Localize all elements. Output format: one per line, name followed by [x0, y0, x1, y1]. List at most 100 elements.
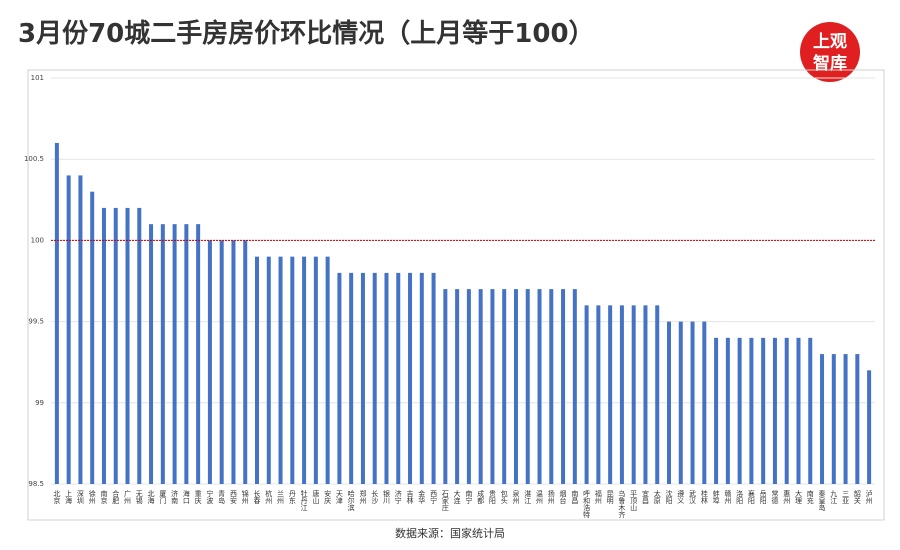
x-tick-label: 青岛: [218, 489, 226, 505]
bar: [455, 289, 460, 484]
bar: [772, 337, 777, 484]
bar: [207, 240, 212, 484]
chart-title: 3月份70城二手房房价环比情况（上月等于100）: [18, 18, 595, 49]
bar: [490, 289, 495, 484]
x-tick-label: 天津: [335, 490, 343, 505]
bar: [725, 337, 730, 484]
bar: [243, 240, 248, 484]
bar: [302, 256, 307, 484]
logo: 上观 智库: [800, 22, 860, 82]
bar: [172, 224, 177, 484]
x-tick-label: 扬州: [547, 489, 555, 504]
bar: [137, 207, 142, 485]
x-tick-label: 北京: [53, 490, 61, 505]
bar: [784, 337, 789, 484]
x-tick-label: 长沙: [371, 489, 379, 504]
bar: [643, 305, 648, 484]
x-tick-label: 西安: [229, 490, 237, 505]
x-tick-label: 泸州: [865, 489, 873, 504]
bar: [113, 207, 118, 485]
x-tick-label: 厦门: [159, 490, 167, 505]
x-tick-label: 兰州: [277, 489, 285, 504]
x-tick-label: 洛阳: [736, 489, 744, 505]
logo-text: 智库: [813, 53, 847, 74]
y-tick-label: 99.5: [28, 318, 44, 326]
x-tick-label: 长春: [253, 489, 261, 505]
logo-text: 上观: [813, 32, 847, 52]
source: 数据来源：国家统计局: [395, 526, 505, 540]
x-tick-label: 福州: [594, 489, 602, 504]
bar: [808, 337, 813, 484]
bar: [513, 289, 518, 484]
bar: [678, 321, 683, 484]
bar: [431, 272, 436, 484]
bar: [337, 272, 342, 484]
bar: [219, 240, 224, 484]
x-tick-label: 杭州: [265, 489, 273, 504]
bar: [196, 224, 201, 484]
bar: [749, 337, 754, 484]
bar: [502, 289, 507, 484]
x-tick-label: 深圳: [76, 489, 84, 505]
x-tick-label: 济宁: [394, 489, 402, 504]
x-tick-label: 南充: [806, 489, 814, 505]
bar: [631, 305, 636, 484]
bar: [125, 207, 130, 485]
bar: [255, 256, 259, 484]
bar: [184, 224, 189, 484]
x-tick-label: 赣州: [724, 489, 732, 504]
bar: [655, 305, 660, 484]
x-tick-label: 郑州: [359, 490, 367, 504]
x-tick-label: 三亚: [842, 490, 850, 504]
bar: [843, 354, 848, 484]
logo-circle: [800, 22, 860, 82]
bar: [572, 289, 577, 484]
bar: [549, 289, 554, 484]
bar: [278, 256, 283, 484]
x-tick-label: 太原: [653, 489, 661, 504]
bar: [478, 289, 483, 484]
y-tick-label: 99: [35, 399, 44, 407]
x-tick-label: 惠州: [783, 489, 791, 504]
x-tick-label: 蚌埠: [712, 489, 720, 505]
x-tick-label: 石家庄: [441, 490, 449, 512]
x-tick-label: 包头: [500, 489, 508, 505]
bar: [419, 272, 424, 484]
x-tick-label: 吉林: [406, 490, 414, 505]
x-tick-label: 哈尔滨: [347, 489, 355, 512]
bar: [737, 337, 742, 484]
bar: [867, 370, 872, 484]
x-tick-label: 乌鲁木齐: [618, 489, 626, 519]
x-tick-label: 安庆: [324, 489, 332, 505]
x-tick-label: 岳阳: [759, 490, 767, 505]
x-tick-label: 牡丹江: [300, 489, 308, 512]
x-tick-label: 南昌: [571, 489, 579, 505]
x-tick-label: 上海: [65, 489, 73, 505]
y-tick-label: 101: [31, 74, 44, 82]
x-tick-label: 贵阳: [488, 489, 496, 505]
x-tick-label: 桂林: [700, 489, 708, 505]
x-tick-label: 金华: [418, 489, 426, 505]
y-tick-label: 100.5: [24, 155, 44, 163]
bar: [584, 305, 589, 484]
bar: [619, 305, 624, 484]
bar: [855, 354, 860, 484]
bar: [78, 175, 83, 484]
bar: [160, 224, 165, 484]
x-tick-label: 济南: [171, 489, 179, 504]
x-tick-label: 武汉: [689, 489, 697, 505]
plot-frame: [27, 69, 885, 521]
x-tick-label: 呼和浩特: [583, 489, 591, 518]
x-tick-label: 唐山: [312, 489, 320, 505]
x-tick-label: 烟台: [559, 489, 567, 505]
bar: [266, 256, 271, 484]
x-tick-label: 平顶山: [630, 490, 638, 512]
bar: [313, 256, 318, 484]
x-tick-label: 沈阳: [665, 489, 673, 505]
bar: [408, 272, 413, 484]
x-tick-label: 遵义: [677, 489, 685, 504]
x-tick-label: 襄阳: [747, 489, 755, 505]
x-tick-label: 泉州: [512, 489, 520, 504]
bar: [796, 337, 801, 484]
